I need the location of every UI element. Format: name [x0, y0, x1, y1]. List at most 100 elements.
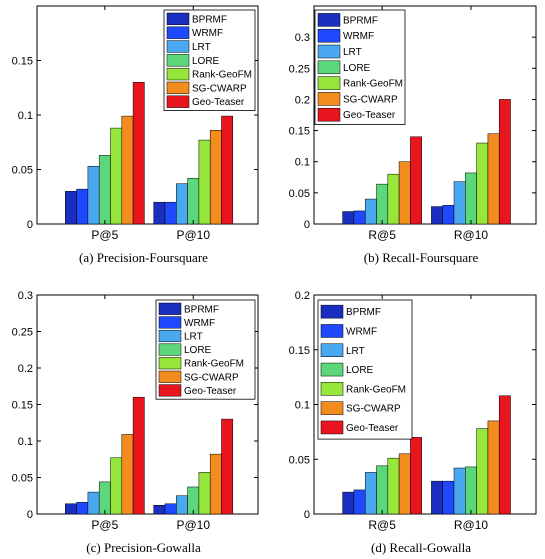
bar-geo-teaser-p-10 — [221, 115, 234, 225]
bar-sg-cwarp-r-5 — [398, 453, 411, 515]
bar-sg-cwarp-r-5 — [398, 161, 411, 225]
x-tick-label: R@5 — [368, 228, 396, 242]
y-tick-label: 0 — [304, 509, 310, 521]
bar-lrt-p-10 — [176, 183, 188, 225]
bar-bprmf-p-5 — [65, 503, 77, 515]
bar-rank-geofm-p-10 — [198, 472, 211, 515]
bar-lore-p-10 — [187, 177, 200, 225]
y-tick-label: 0.2 — [295, 290, 310, 302]
legend: BPRMF WRMF LRT LORE Rank-GeoFM SG-CWARP Geo-Te… — [314, 9, 406, 125]
legend-swatch-lore — [317, 60, 341, 75]
legend-label-lore: LORE — [192, 56, 220, 67]
y-tick-label: 0 — [27, 219, 33, 231]
bar-lrt-r-10 — [453, 467, 466, 515]
legend-swatch-lore — [320, 362, 344, 377]
bar-wrmf-r-5 — [353, 210, 366, 225]
bar-lore-p-10 — [187, 486, 200, 515]
bar-rank-geofm-r-5 — [387, 173, 400, 225]
bar-lrt-p-5 — [87, 491, 100, 515]
panel-caption: (c) Precision-Gowalla — [86, 540, 201, 555]
y-tick-label: 0.3 — [18, 290, 33, 302]
legend-swatch-geo-teaser — [166, 95, 190, 108]
bar-sg-cwarp-p-5 — [121, 434, 134, 515]
x-tick-label: P@10 — [176, 228, 210, 242]
legend-label-geo-teaser: Geo-Teaser — [346, 423, 399, 434]
y-tick-label: 0.2 — [295, 94, 310, 106]
legend-label-wrmf: WRMF — [343, 31, 374, 42]
legend: BPRMF WRMF LRT LORE Rank-GeoFM SG-CWARP Geo-Te… — [155, 299, 256, 400]
legend-label-lrt: LRT — [346, 346, 365, 357]
legend-label-wrmf: WRMF — [192, 28, 223, 39]
legend-swatch-wrmf — [166, 26, 190, 39]
bar-rank-geofm-p-5 — [110, 457, 123, 515]
chart-panel-3: 0 0.05 0.1 0.15 0.2 0.25 0.3 P@5 P@10 BPRMF WRMF LR… — [12, 290, 259, 555]
legend-label-rank-geofm: Rank-GeoFM — [343, 79, 403, 90]
legend-label-lore: LORE — [346, 365, 374, 376]
x-tick-label: R@10 — [454, 228, 489, 242]
legend-swatch-wrmf — [317, 28, 341, 43]
y-tick-label: 0.1 — [295, 157, 310, 169]
legend-label-sg-cwarp: SG-CWARP — [343, 94, 398, 105]
legend-swatch-bprmf — [320, 304, 344, 319]
legend-label-sg-cwarp: SG-CWARP — [184, 372, 239, 383]
bar-bprmf-r-10 — [431, 206, 443, 225]
bar-sg-cwarp-r-10 — [487, 420, 500, 515]
y-tick-label: 0.05 — [289, 188, 310, 200]
chart-panel-2: 0 0.05 0.1 0.15 0.2 0.25 0.3 R@5 R@10 BPRMF WRMF LR… — [289, 5, 537, 265]
y-tick-label: 0.05 — [12, 473, 33, 485]
y-tick-label: 0.15 — [12, 56, 33, 68]
bar-lrt-p-10 — [176, 495, 188, 515]
legend-swatch-lore — [166, 54, 190, 67]
y-tick-label: 0.15 — [289, 345, 310, 357]
legend-swatch-geo-teaser — [320, 420, 344, 435]
panel-caption: (d) Recall-Gowalla — [371, 540, 471, 555]
chart-panel-4: 0 0.05 0.1 0.15 0.2 R@5 R@10 BPRMF WRMF LRT LORE Ra… — [289, 290, 537, 555]
legend-label-bprmf: BPRMF — [184, 304, 219, 315]
legend-label-bprmf: BPRMF — [192, 14, 227, 25]
chart-panel-1: 0 0.05 0.1 0.15 P@5 P@10 BPRMF WRMF LRT LORE Rank-… — [12, 5, 259, 265]
bar-lore-r-5 — [376, 465, 389, 515]
bar-geo-teaser-r-5 — [410, 136, 422, 225]
legend-label-wrmf: WRMF — [346, 326, 377, 337]
legend-swatch-wrmf — [320, 324, 344, 338]
y-tick-label: 0.1 — [18, 436, 33, 448]
legend-swatch-wrmf — [158, 316, 182, 329]
bar-geo-teaser-p-10 — [221, 418, 234, 515]
legend-label-sg-cwarp: SG-CWARP — [346, 404, 401, 415]
bar-bprmf-p-10 — [153, 201, 166, 225]
legend: BPRMF WRMF LRT LORE Rank-GeoFM SG-CWARP Geo-Te… — [163, 9, 256, 111]
bar-geo-teaser-p-5 — [132, 82, 145, 225]
x-tick-label: R@5 — [368, 518, 396, 532]
bar-wrmf-r-10 — [442, 205, 455, 225]
legend-label-bprmf: BPRMF — [346, 307, 381, 318]
bar-sg-cwarp-p-5 — [121, 115, 134, 225]
legend-label-geo-teaser: Geo-Teaser — [184, 386, 237, 397]
legend-label-lrt: LRT — [343, 47, 362, 58]
bar-geo-teaser-r-5 — [410, 437, 422, 515]
panel-caption: (b) Recall-Foursquare — [364, 250, 479, 265]
bar-wrmf-p-10 — [164, 503, 177, 515]
bar-lrt-p-5 — [87, 165, 100, 225]
bar-lore-r-5 — [376, 183, 389, 225]
legend-swatch-lrt — [158, 329, 182, 343]
bar-bprmf-r-5 — [342, 211, 355, 225]
y-tick-label: 0.1 — [18, 110, 33, 122]
y-tick-label: 0 — [27, 509, 33, 521]
legend-swatch-sg-cwarp — [317, 92, 341, 106]
x-tick-label: R@10 — [454, 518, 489, 532]
bar-wrmf-p-5 — [76, 502, 89, 515]
x-tick-label: P@10 — [176, 518, 210, 532]
bar-rank-geofm-r-10 — [476, 428, 489, 515]
legend-swatch-sg-cwarp — [166, 81, 190, 95]
bar-wrmf-r-5 — [353, 489, 366, 515]
bar-geo-teaser-p-5 — [132, 396, 145, 515]
y-tick-label: 0.25 — [12, 327, 33, 339]
legend-label-geo-teaser: Geo-Teaser — [192, 97, 245, 108]
legend-label-lore: LORE — [343, 63, 371, 74]
legend-swatch-geo-teaser — [158, 384, 182, 397]
legend: BPRMF WRMF LRT LORE Rank-GeoFM SG-CWARP Geo-Te… — [317, 299, 413, 440]
bar-rank-geofm-r-5 — [387, 457, 400, 515]
legend-label-lrt: LRT — [192, 42, 211, 53]
x-tick-label: P@5 — [91, 228, 118, 242]
bar-rank-geofm-p-10 — [198, 139, 211, 225]
